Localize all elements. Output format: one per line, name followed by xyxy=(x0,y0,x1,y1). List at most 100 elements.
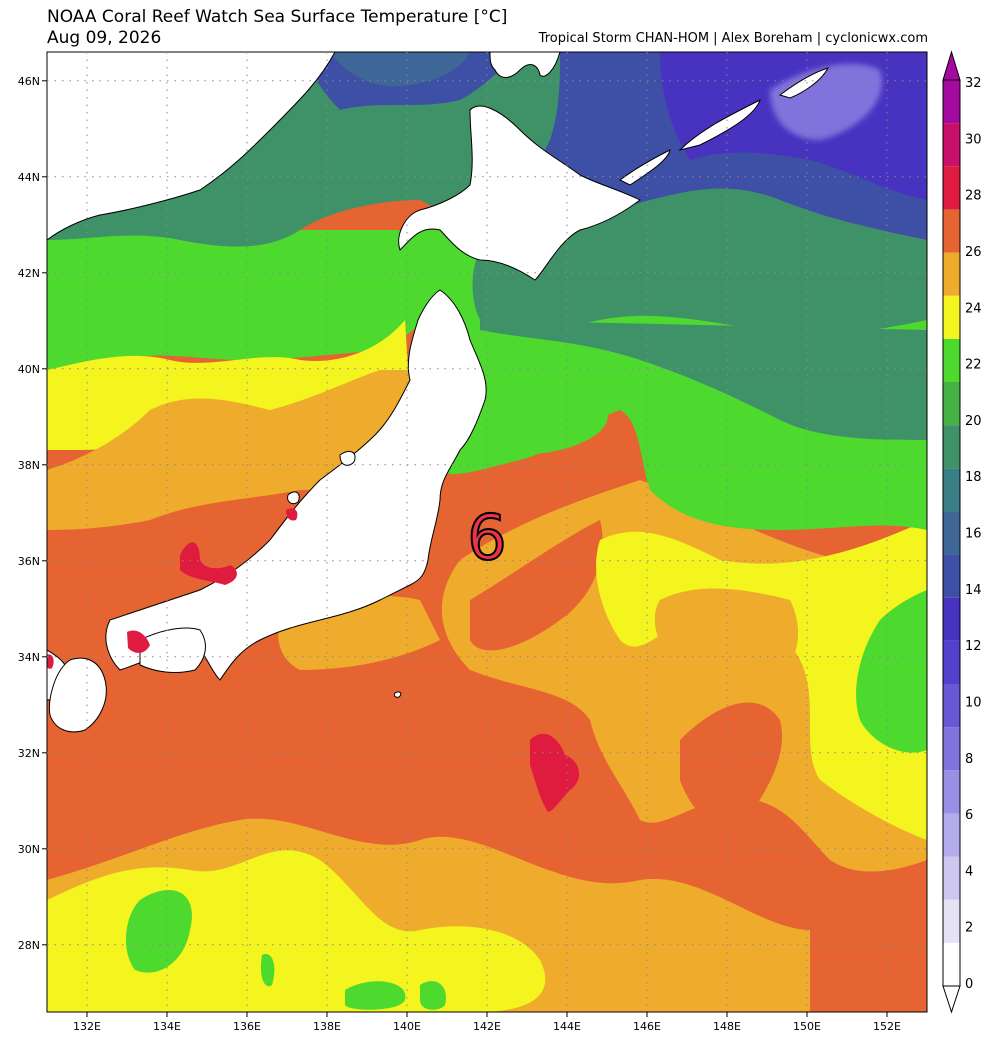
latitude-labels: 28N 30N 32N 34N 36N 38N 40N 42N 44N 46N xyxy=(18,75,40,952)
map-credit: Tropical Storm CHAN-HOM | Alex Boreham |… xyxy=(538,31,928,46)
colorbar-label: 22 xyxy=(965,358,982,373)
lon-tick-label: 136E xyxy=(233,1020,261,1033)
colorbar-cell xyxy=(943,640,960,684)
colorbar-cell xyxy=(943,942,960,986)
sst-green-east xyxy=(856,590,927,753)
land-hokkaido xyxy=(398,105,641,281)
colorbar-label: 24 xyxy=(965,301,982,316)
colorbar-cell xyxy=(943,554,960,598)
colorbar-cell xyxy=(943,209,960,253)
sst-orange-east-inner xyxy=(654,588,799,694)
storm-icon: 6 xyxy=(467,501,506,574)
sst-teal-east-tongue xyxy=(480,320,927,440)
colorbar-cell xyxy=(943,597,960,641)
land-kuril-2 xyxy=(678,99,761,151)
longitude-labels: 132E 134E 136E 138E 140E 142E 144E 146E 148E 150E… xyxy=(73,1020,901,1033)
sst-orange-north-sea xyxy=(47,370,410,530)
land xyxy=(47,52,829,733)
colorbar-label: 20 xyxy=(965,414,982,429)
colorbar-cell xyxy=(943,166,960,210)
land-asia xyxy=(47,52,336,241)
colorbar-cell xyxy=(943,338,960,382)
sst-green-south-1 xyxy=(125,890,192,973)
lat-tick-label: 42N xyxy=(18,267,40,280)
axis-ticks xyxy=(42,80,888,1017)
lon-tick-label: 148E xyxy=(713,1020,741,1033)
colorbar-label: 26 xyxy=(965,245,982,260)
map-title: NOAA Coral Reef Watch Sea Surface Temper… xyxy=(47,7,508,27)
map-date: Aug 09, 2026 xyxy=(47,28,162,48)
colorbar-label: 16 xyxy=(965,527,982,542)
land-sado xyxy=(339,451,356,466)
colorbar-cell xyxy=(943,511,960,555)
tropical-storm-symbol[interactable]: 6 xyxy=(466,500,507,575)
colorbar-cell xyxy=(943,425,960,469)
land-kuril-3 xyxy=(778,67,829,99)
colorbar-cell xyxy=(943,468,960,512)
lon-tick-label: 142E xyxy=(473,1020,501,1033)
lat-tick-label: 38N xyxy=(18,459,40,472)
colorbar-label: 10 xyxy=(965,695,982,710)
colorbar-cell xyxy=(943,899,960,943)
colorbar-label: 28 xyxy=(965,189,982,204)
colorbar-label: 0 xyxy=(965,977,973,992)
lat-tick-label: 40N xyxy=(18,363,40,376)
sst-red-east-patch xyxy=(680,702,782,832)
colorbar-label: 12 xyxy=(965,639,982,654)
lat-tick-label: 32N xyxy=(18,747,40,760)
colorbar-cell xyxy=(943,813,960,857)
colorbar-cell xyxy=(943,684,960,728)
lat-tick-label: 46N xyxy=(18,75,40,88)
lon-tick-label: 138E xyxy=(313,1020,341,1033)
sst-crimson-coast-1 xyxy=(180,542,237,585)
sst-teal-nw xyxy=(330,52,470,87)
colorbar-min-arrow xyxy=(942,985,961,1014)
colorbar-label: 4 xyxy=(965,864,973,879)
colorbar-cell xyxy=(943,80,960,124)
sst-green-south-3 xyxy=(420,981,446,1010)
sst-crimson-coast-4 xyxy=(47,654,54,669)
colorbar-label: 32 xyxy=(965,76,982,91)
colorbar-label: 18 xyxy=(965,470,982,485)
sst-green-south-2 xyxy=(345,981,406,1010)
colorbar-cell xyxy=(943,770,960,814)
lon-tick-label: 144E xyxy=(553,1020,581,1033)
land-kuril-1 xyxy=(619,149,671,186)
sst-field xyxy=(47,52,927,1012)
colorbar-cell xyxy=(943,252,960,296)
land-kyushu xyxy=(48,657,107,733)
colorbar-label: 6 xyxy=(965,808,973,823)
colorbar-label: 30 xyxy=(965,132,982,147)
land-sakhalin xyxy=(489,52,561,78)
sst-crimson-coast-3 xyxy=(286,508,298,521)
sst-red-east-tongue xyxy=(470,520,603,651)
lon-tick-label: 132E xyxy=(73,1020,101,1033)
gridlines xyxy=(47,52,927,1012)
colorbar-label: 8 xyxy=(965,752,973,767)
sst-crimson-coast-2 xyxy=(127,630,150,653)
sst-green-patch-east xyxy=(470,385,608,454)
colorbar-label: 2 xyxy=(965,921,973,936)
sst-green-south-4 xyxy=(260,954,275,987)
land-island-oki xyxy=(287,491,300,505)
sst-crimson-patch xyxy=(530,733,580,812)
land-island-small-1 xyxy=(393,691,402,698)
colorbar-cell xyxy=(943,727,960,771)
lon-tick-label: 146E xyxy=(633,1020,661,1033)
colorbar-cell xyxy=(943,295,960,339)
colorbar-cell xyxy=(943,856,960,900)
lat-tick-label: 34N xyxy=(18,651,40,664)
colorbar-cell xyxy=(943,123,960,167)
lon-tick-label: 134E xyxy=(153,1020,181,1033)
land-shikoku xyxy=(139,627,206,673)
lon-tick-label: 150E xyxy=(793,1020,821,1033)
lat-tick-label: 44N xyxy=(18,171,40,184)
colorbar-cell xyxy=(943,382,960,426)
lat-tick-label: 36N xyxy=(18,555,40,568)
land-honshu xyxy=(105,289,487,681)
colorbar-cells xyxy=(942,50,961,1014)
lat-tick-label: 30N xyxy=(18,843,40,856)
colorbar-max-arrow xyxy=(942,50,961,81)
